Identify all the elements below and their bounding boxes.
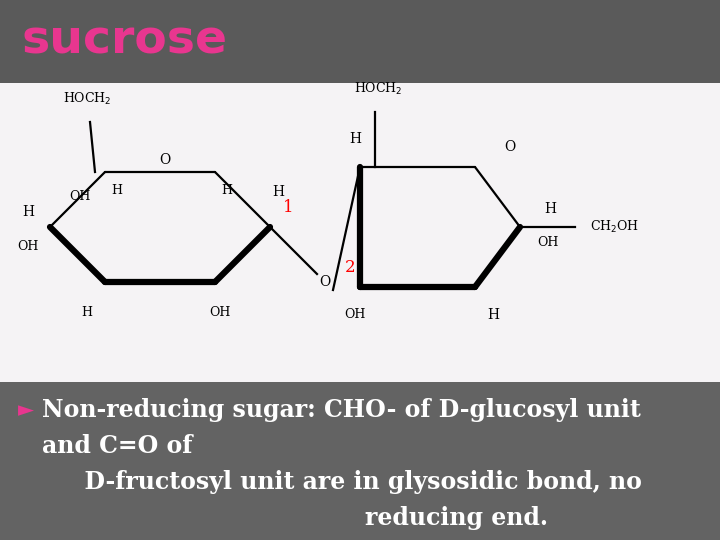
Text: OH: OH xyxy=(344,308,366,321)
Text: and C=O of: and C=O of xyxy=(42,434,192,458)
Text: HOCH$_2$: HOCH$_2$ xyxy=(354,81,402,97)
Text: O: O xyxy=(505,140,516,154)
Text: H: H xyxy=(81,306,92,319)
Text: H: H xyxy=(487,308,499,322)
Text: OH: OH xyxy=(210,306,230,319)
Text: 1: 1 xyxy=(283,199,293,215)
Text: reducing end.: reducing end. xyxy=(68,506,548,530)
Text: HOCH$_2$: HOCH$_2$ xyxy=(63,91,111,107)
Text: H: H xyxy=(22,205,34,219)
Text: H: H xyxy=(112,184,122,197)
Bar xyxy=(0,83,720,382)
Text: O: O xyxy=(320,275,330,289)
Text: OH: OH xyxy=(17,240,39,253)
Text: sucrose: sucrose xyxy=(22,18,228,63)
Text: H: H xyxy=(272,185,284,199)
Text: Non-reducing sugar: CHO- of D-glucosyl unit: Non-reducing sugar: CHO- of D-glucosyl u… xyxy=(42,398,641,422)
Text: H: H xyxy=(349,132,361,146)
Text: CH$_2$OH: CH$_2$OH xyxy=(590,219,639,235)
Bar xyxy=(0,382,720,540)
Text: O: O xyxy=(159,153,171,167)
Text: H: H xyxy=(544,202,556,216)
Text: H: H xyxy=(222,184,233,197)
Text: OH: OH xyxy=(537,235,559,248)
Text: ►: ► xyxy=(18,400,34,420)
Bar xyxy=(0,0,720,83)
Text: D-fructosyl unit are in glysosidic bond, no: D-fructosyl unit are in glysosidic bond,… xyxy=(68,470,642,494)
Text: OH: OH xyxy=(69,191,91,204)
Text: 2: 2 xyxy=(345,259,355,275)
